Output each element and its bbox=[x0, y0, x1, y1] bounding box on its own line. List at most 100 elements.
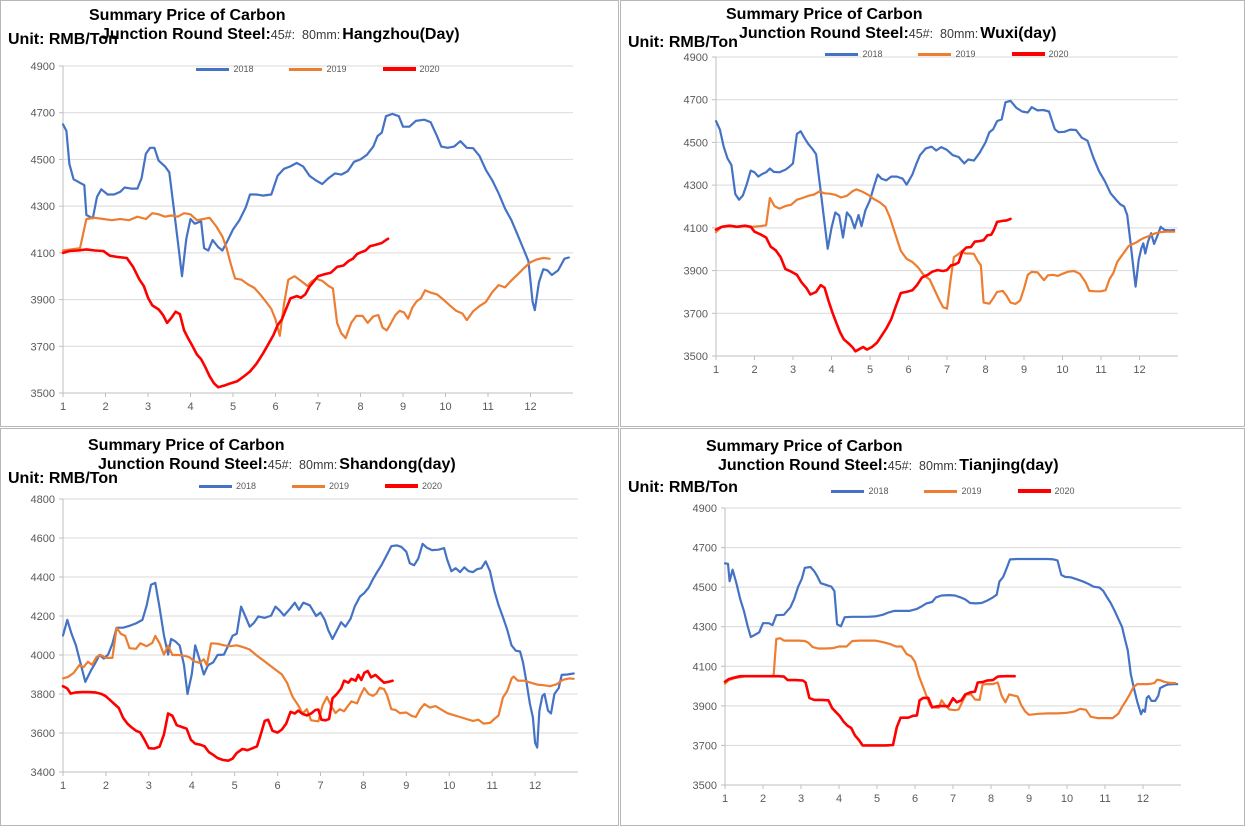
series-line-2018 bbox=[714, 99, 1176, 288]
legend-item-2018: 2018 bbox=[831, 486, 888, 496]
y-tick-label: 4500 bbox=[693, 582, 717, 594]
legend-item-2019: 2019 bbox=[924, 486, 982, 496]
title-city-label: Tianjing(day) bbox=[959, 457, 1059, 474]
series-line-2020 bbox=[61, 237, 390, 389]
legend: 2018 2019 2020 bbox=[63, 481, 578, 491]
y-tick-label: 4800 bbox=[31, 494, 55, 506]
x-tick-label: 5 bbox=[874, 793, 880, 805]
x-tick-label: 12 bbox=[529, 780, 541, 792]
chart-title-tianjing: Summary Price of Carbon Junction Round S… bbox=[621, 437, 1244, 476]
legend-swatch-2020 bbox=[1017, 489, 1051, 493]
x-tick-label: 12 bbox=[524, 401, 536, 413]
x-tick-label: 1 bbox=[60, 780, 66, 792]
legend-swatch-2019 bbox=[291, 484, 325, 488]
x-tick-label: 11 bbox=[486, 780, 497, 792]
y-tick-label: 3500 bbox=[693, 780, 717, 792]
legend-item-2019: 2019 bbox=[918, 49, 976, 59]
title-city-label: Hangzhou(Day) bbox=[342, 26, 460, 43]
legend-swatch-2018 bbox=[198, 484, 232, 488]
x-tick-label: 10 bbox=[443, 780, 455, 792]
x-tick-label: 8 bbox=[988, 793, 994, 805]
x-tick-label: 5 bbox=[230, 401, 236, 413]
x-tick-label: 12 bbox=[1133, 364, 1145, 376]
legend: 2018 2019 2020 bbox=[716, 49, 1178, 59]
unit-label: Unit: RMB/Ton bbox=[628, 479, 738, 496]
x-tick-label: 7 bbox=[315, 401, 321, 413]
y-tick-label: 3400 bbox=[31, 767, 55, 779]
y-tick-label: 4100 bbox=[31, 248, 55, 260]
chart-title-line1: Summary Price of Carbon bbox=[706, 438, 903, 455]
x-tick-label: 2 bbox=[103, 780, 109, 792]
title-city-label: Wuxi(day) bbox=[980, 25, 1057, 42]
legend-item-2020: 2020 bbox=[385, 481, 442, 491]
x-tick-label: 7 bbox=[950, 793, 956, 805]
series-line-2020 bbox=[61, 669, 394, 763]
x-tick-label: 10 bbox=[1061, 793, 1073, 805]
legend: 2018 2019 2020 bbox=[63, 64, 573, 74]
x-tick-label: 2 bbox=[760, 793, 766, 805]
x-tick-label: 11 bbox=[1095, 364, 1106, 376]
x-tick-label: 7 bbox=[944, 364, 950, 376]
y-tick-label: 4900 bbox=[693, 503, 717, 515]
y-tick-label: 3700 bbox=[693, 740, 717, 752]
y-tick-label: 3900 bbox=[684, 266, 708, 278]
x-tick-label: 1 bbox=[713, 364, 719, 376]
y-tick-label: 4200 bbox=[31, 611, 55, 623]
legend-swatch-2019 bbox=[924, 489, 958, 493]
y-tick-label: 4600 bbox=[31, 533, 55, 545]
legend-item-2019: 2019 bbox=[289, 64, 347, 74]
title-spec-label: 45#: 80mm: bbox=[267, 458, 338, 472]
series-line-2019 bbox=[61, 626, 575, 725]
title-city-label: Shandong(day) bbox=[339, 456, 456, 473]
title-steel-label: Junction Round Steel: bbox=[101, 26, 271, 43]
y-tick-label: 4500 bbox=[31, 154, 55, 166]
chart-title-line2: Junction Round Steel:45#: 80mm: Hangzhou(… bbox=[1, 25, 618, 45]
unit-label: Unit: RMB/Ton bbox=[628, 34, 738, 51]
x-tick-label: 2 bbox=[102, 401, 108, 413]
y-tick-label: 4300 bbox=[684, 180, 708, 192]
legend-label: 2020 bbox=[419, 64, 440, 74]
chart-panel-wuxi: 4900 4700 4500 4300 4100 3900 3700 3500 1 2 3 4 5 6 7 8… bbox=[620, 0, 1245, 427]
legend-swatch-2018 bbox=[831, 489, 865, 493]
x-tick-label: 1 bbox=[722, 793, 728, 805]
x-tick-label: 2 bbox=[751, 364, 757, 376]
x-tick-label: 9 bbox=[1021, 364, 1027, 376]
y-tick-label: 4000 bbox=[31, 650, 55, 662]
title-spec-label: 45#: 80mm: bbox=[887, 459, 958, 473]
legend-label: 2020 bbox=[1048, 49, 1069, 59]
legend-swatch-2018 bbox=[196, 67, 230, 71]
y-tick-label: 3800 bbox=[31, 689, 55, 701]
x-tick-label: 9 bbox=[1026, 793, 1032, 805]
legend-label: 2019 bbox=[961, 486, 982, 496]
legend-label: 2018 bbox=[862, 49, 883, 59]
y-tick-label: 4100 bbox=[693, 661, 717, 673]
legend-label: 2019 bbox=[955, 49, 976, 59]
x-tick-label: 3 bbox=[790, 364, 796, 376]
x-tick-label: 9 bbox=[403, 780, 409, 792]
chart-title-wuxi: Summary Price of Carbon Junction Round S… bbox=[621, 5, 1244, 44]
chart-panel-tianjing: 4900 4700 4500 4300 4100 3900 3700 3500 1 2 3 4 5 6 7 8… bbox=[620, 428, 1245, 826]
series-line-2019 bbox=[61, 212, 551, 340]
x-tick-label: 10 bbox=[1056, 364, 1068, 376]
y-tick-label: 4900 bbox=[684, 52, 708, 64]
legend-swatch-2018 bbox=[825, 52, 859, 56]
chart-title-line2: Junction Round Steel:45#: 80mm: Shandong(… bbox=[1, 455, 618, 475]
chart-title-line1: Summary Price of Carbon bbox=[726, 6, 923, 23]
legend-label: 2018 bbox=[868, 486, 889, 496]
y-tick-label: 4300 bbox=[31, 201, 55, 213]
title-steel-label: Junction Round Steel: bbox=[718, 457, 888, 474]
legend-label: 2019 bbox=[328, 481, 350, 491]
x-tick-label: 10 bbox=[439, 401, 451, 413]
series-line-2018 bbox=[723, 557, 1179, 716]
x-tick-label: 7 bbox=[317, 780, 323, 792]
chart-panel-hangzhou: 4900 4700 4500 4300 4100 3900 3700 3500 1 2 3 4 5 6 7 8… bbox=[0, 0, 619, 427]
chart-title-line1: Summary Price of Carbon bbox=[88, 437, 285, 454]
series-line-2019 bbox=[714, 188, 1176, 310]
chart-panel-shandong: 4800 4600 4400 4200 4000 3800 3600 3400 1 2 3 4 5 6 7 8… bbox=[0, 428, 619, 826]
y-tick-label: 4900 bbox=[31, 61, 55, 73]
legend-label: 2020 bbox=[1054, 486, 1075, 496]
